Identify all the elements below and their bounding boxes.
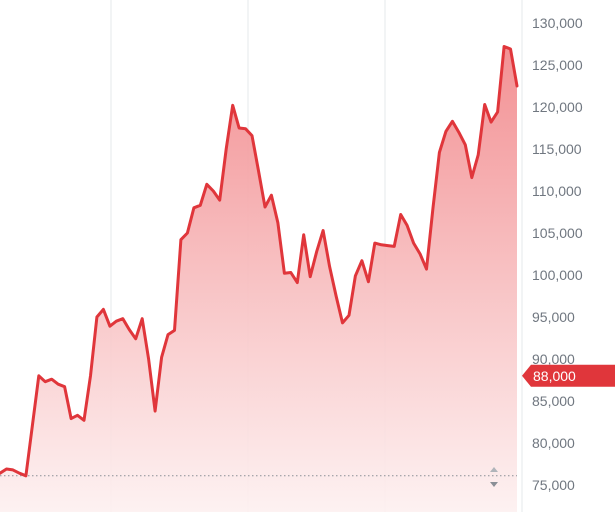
y-tick-label: 120,000 xyxy=(532,99,583,115)
y-tick-label: 85,000 xyxy=(532,393,575,409)
y-tick-label: 75,000 xyxy=(532,477,575,493)
price-area-fill xyxy=(0,46,517,512)
y-tick-label: 80,000 xyxy=(532,435,575,451)
y-tick-label: 100,000 xyxy=(532,267,583,283)
chevron-up-icon[interactable] xyxy=(490,467,498,472)
last-price-tag: 88,000 xyxy=(522,364,615,387)
price-tag-background xyxy=(522,364,615,387)
y-tick-label: 130,000 xyxy=(532,15,583,31)
last-price-label: 88,000 xyxy=(533,368,576,384)
y-tick-label: 110,000 xyxy=(532,183,582,199)
y-tick-label: 105,000 xyxy=(532,225,583,241)
y-tick-label: 95,000 xyxy=(532,309,575,325)
y-tick-label: 90,000 xyxy=(532,351,575,367)
y-tick-label: 125,000 xyxy=(532,57,583,73)
scale-drag-handle[interactable] xyxy=(490,467,498,487)
y-axis: 75,000 80,000 85,000 90,000 95,000 100,000 105… xyxy=(532,15,583,493)
y-tick-label: 115,000 xyxy=(532,141,582,157)
chevron-down-icon[interactable] xyxy=(490,482,498,487)
price-line xyxy=(0,45,519,478)
